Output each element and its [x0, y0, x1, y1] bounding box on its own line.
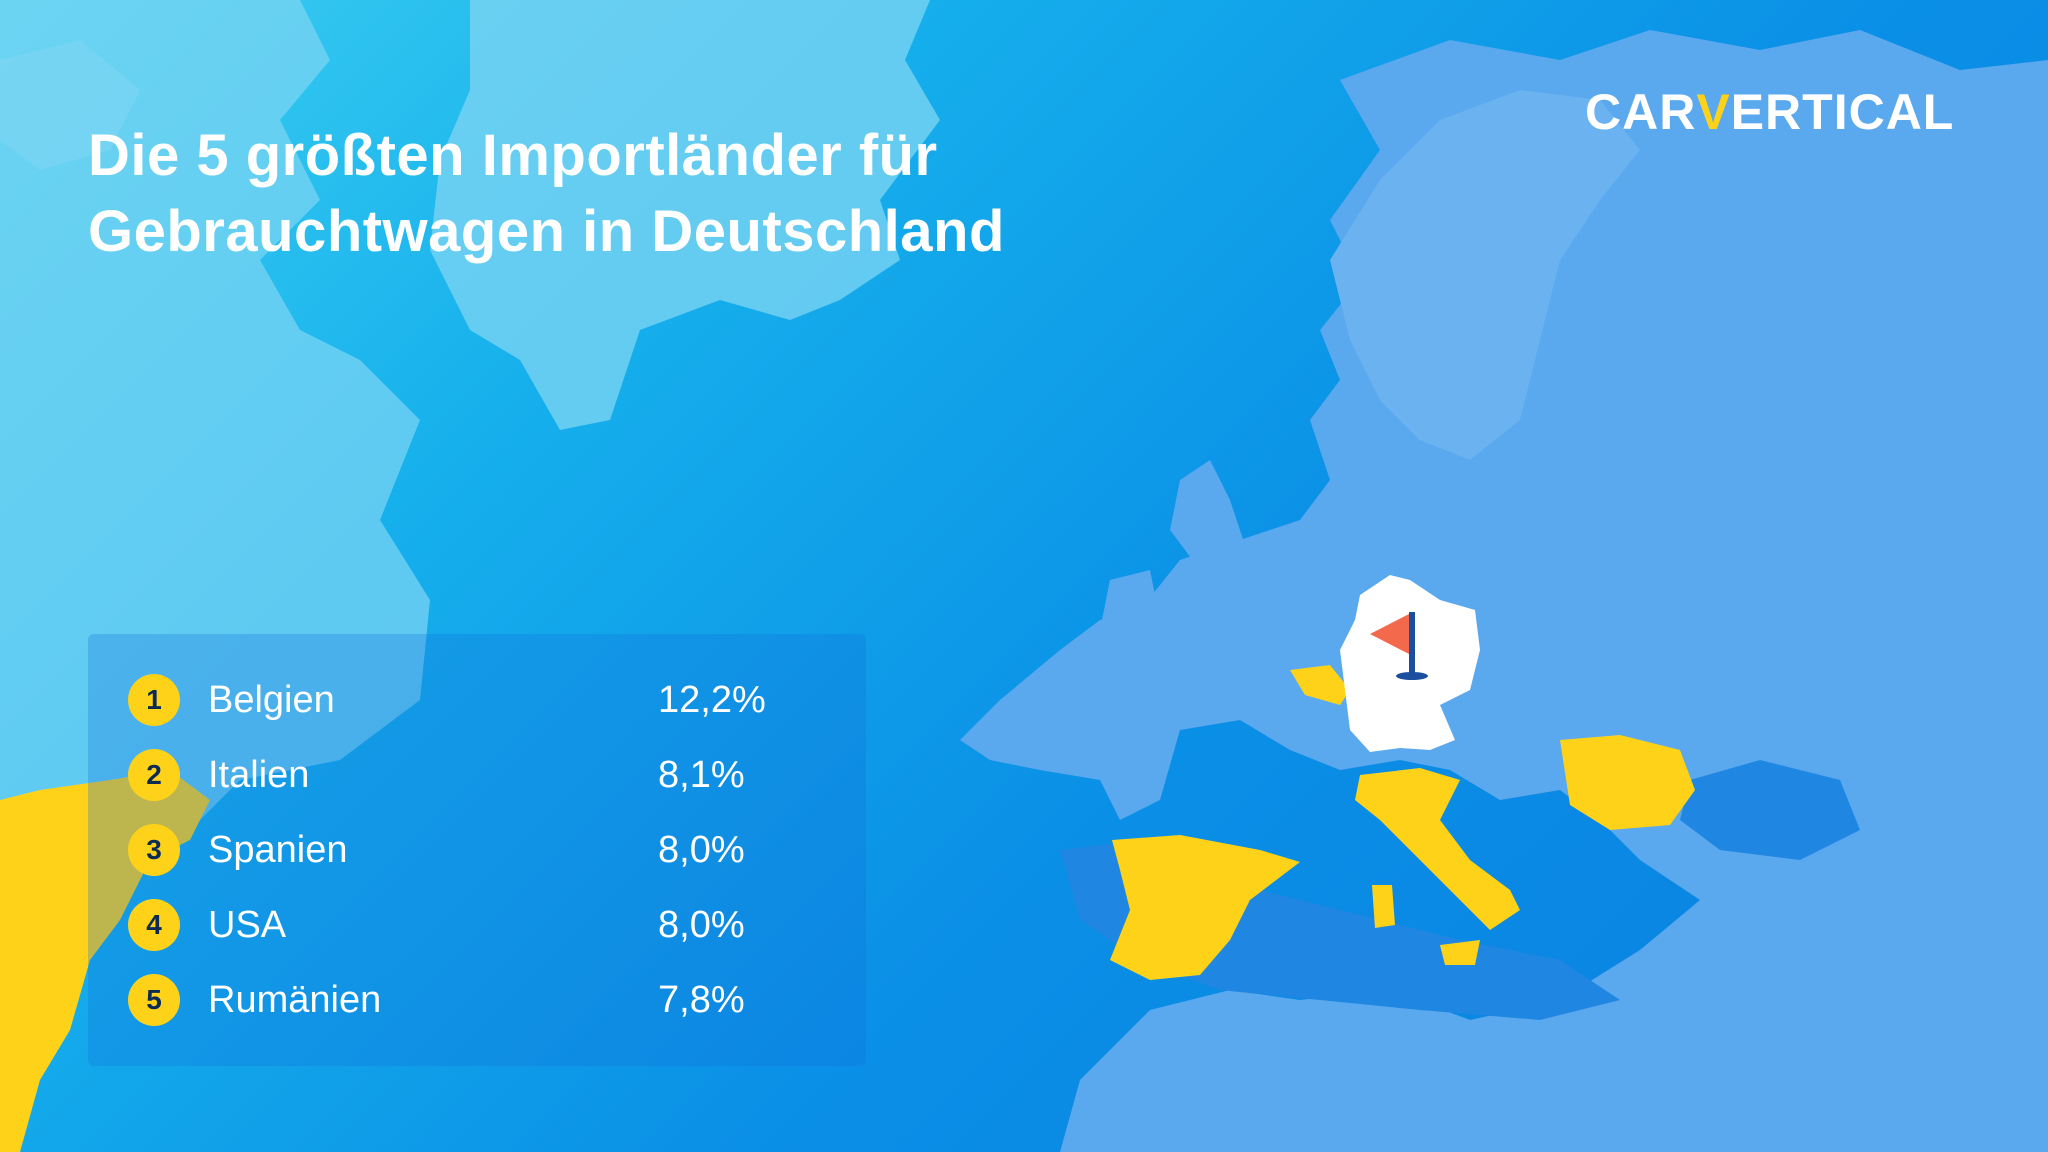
black-sea	[1680, 760, 1860, 860]
logo-prefix: CAR	[1585, 84, 1697, 140]
country-share: 8,0%	[658, 903, 745, 946]
spain-shape	[1110, 835, 1300, 980]
page-title: Die 5 größten Importländer für Gebraucht…	[88, 118, 1188, 270]
country-name: USA	[208, 903, 287, 946]
country-share: 8,0%	[658, 828, 745, 871]
title-line-1: Die 5 größten Importländer für	[88, 123, 938, 188]
country-name: Rumänien	[208, 978, 382, 1021]
rank-badge: 4	[128, 899, 180, 951]
country-share: 12,2%	[658, 678, 766, 721]
ranking-row: 4 USA 8,0%	[128, 897, 828, 953]
rank-badge: 2	[128, 749, 180, 801]
ranking-panel: 1 Belgien 12,2% 2 Italien 8,1% 3 Spanien…	[88, 634, 866, 1066]
rank-badge: 5	[128, 974, 180, 1026]
rank-badge: 3	[128, 824, 180, 876]
country-name: Belgien	[208, 678, 335, 721]
belgium-shape	[1290, 665, 1350, 705]
canada-land	[0, 0, 430, 900]
usa-shape	[0, 770, 210, 1152]
logo-suffix: ERTICAL	[1730, 84, 1955, 140]
country-name: Italien	[208, 753, 310, 796]
italy-shape	[1355, 768, 1520, 930]
flag-icon	[1370, 612, 1428, 680]
carvertical-logo: CAR V ERTICAL	[1585, 82, 1954, 142]
title-line-2: Gebrauchtwagen in Deutschland	[88, 199, 1005, 264]
logo-mark: V	[1696, 84, 1731, 140]
europe-land	[960, 30, 2048, 1152]
ranking-row: 2 Italien 8,1%	[128, 747, 828, 803]
arctic-island	[0, 40, 140, 170]
uk-land	[1170, 460, 1270, 660]
scandinavia-land	[1330, 90, 1640, 460]
ranking-row: 3 Spanien 8,0%	[128, 822, 828, 878]
country-share: 7,8%	[658, 978, 745, 1021]
sardinia-shape	[1372, 885, 1395, 928]
romania-shape	[1560, 735, 1695, 830]
ranking-row: 5 Rumänien 7,8%	[128, 972, 828, 1028]
ireland-land	[1100, 570, 1160, 650]
country-name: Spanien	[208, 828, 348, 871]
country-share: 8,1%	[658, 753, 745, 796]
sicily-shape	[1440, 940, 1480, 965]
rank-badge: 1	[128, 674, 180, 726]
greenland-land	[430, 0, 940, 430]
ranking-row: 1 Belgien 12,2%	[128, 672, 828, 728]
